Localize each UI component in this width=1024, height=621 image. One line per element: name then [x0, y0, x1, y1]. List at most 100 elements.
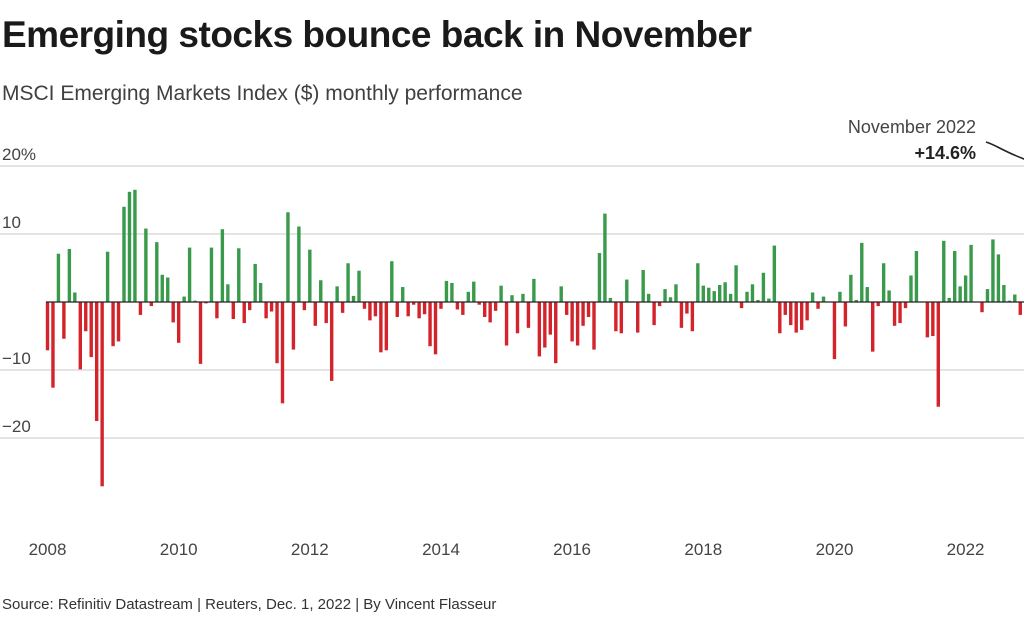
bar [220, 229, 225, 302]
bar [450, 282, 454, 302]
bar [657, 302, 662, 307]
x-tick-label: 2018 [684, 540, 722, 559]
bar [78, 302, 82, 370]
bar [62, 302, 66, 339]
bar [428, 302, 432, 347]
bar [865, 287, 869, 302]
bar [952, 251, 957, 302]
bar [308, 249, 312, 302]
bar [668, 297, 673, 302]
bar [149, 302, 154, 307]
bar [248, 302, 252, 311]
bar [111, 302, 115, 347]
bar [176, 302, 181, 343]
bar [985, 289, 990, 302]
bar [685, 302, 689, 314]
chart-subtitle: MSCI Emerging Markets Index ($) monthly … [2, 82, 523, 105]
bar [750, 284, 755, 302]
bar [898, 302, 902, 324]
bar [636, 302, 640, 333]
bar [707, 287, 711, 302]
bar [329, 302, 334, 381]
bar [171, 302, 175, 323]
bar [843, 302, 848, 327]
x-tick-label: 2010 [160, 540, 198, 559]
bar [51, 302, 55, 388]
bar [614, 302, 618, 332]
bar [499, 285, 503, 302]
bar [483, 302, 487, 317]
bar [947, 297, 951, 302]
bar [794, 302, 798, 333]
bar [406, 302, 410, 317]
bar [772, 245, 777, 302]
y-axis-ticks: 20% 10 −10 −20 [2, 145, 36, 436]
bar [876, 302, 880, 307]
bar [778, 302, 782, 334]
bar [182, 296, 186, 302]
bar [821, 296, 826, 302]
bar [127, 191, 132, 302]
bar [641, 270, 645, 302]
bar [422, 302, 427, 315]
bar [783, 302, 787, 315]
bar [258, 282, 263, 302]
bar [854, 299, 859, 302]
bar [931, 302, 935, 336]
bar [84, 302, 88, 332]
bar [881, 263, 886, 302]
bar [996, 254, 1001, 302]
bar [559, 286, 563, 302]
bar [275, 302, 279, 364]
bar [187, 247, 192, 302]
bar [789, 302, 793, 326]
bar [204, 302, 208, 304]
bar [838, 291, 842, 302]
bar [690, 302, 695, 332]
bar [608, 297, 613, 302]
x-tick-label: 2008 [29, 540, 67, 559]
bar [958, 286, 962, 302]
bar [739, 302, 744, 309]
annotation-value: +14.6% [914, 143, 976, 163]
grid-lines [0, 165, 1024, 439]
bar [417, 302, 421, 319]
bar [144, 228, 148, 302]
bar [291, 302, 296, 350]
bar [1007, 300, 1012, 302]
bar [849, 274, 853, 302]
bar [963, 275, 968, 302]
bar [767, 298, 771, 302]
bar [515, 302, 520, 334]
bar [313, 302, 317, 326]
bar [832, 302, 837, 360]
bar [663, 289, 667, 302]
bar-chart: 20% 10 −10 −20 2008 2010 2012 2014 2016 2018 2020… [0, 117, 1024, 559]
bar [133, 189, 137, 302]
bar [439, 302, 443, 309]
bar [160, 274, 164, 302]
bar [592, 302, 596, 350]
bar [100, 302, 104, 487]
bar [756, 299, 760, 302]
bar [969, 244, 973, 302]
bar [302, 302, 307, 311]
bar [94, 302, 99, 421]
bar [799, 302, 804, 330]
bar [351, 295, 356, 302]
bar [586, 302, 591, 317]
bar [138, 302, 143, 315]
bar [493, 302, 498, 311]
x-tick-label: 2022 [947, 540, 985, 559]
bar [674, 284, 678, 302]
bar [237, 248, 241, 302]
bar [488, 302, 492, 323]
bar [269, 302, 274, 312]
bar [603, 213, 607, 302]
bar [324, 302, 328, 324]
bar [625, 279, 629, 302]
x-tick-label: 2012 [291, 540, 329, 559]
bar [980, 302, 984, 313]
chart-title: Emerging stocks bounce back in November [2, 14, 752, 55]
bar [89, 302, 93, 358]
